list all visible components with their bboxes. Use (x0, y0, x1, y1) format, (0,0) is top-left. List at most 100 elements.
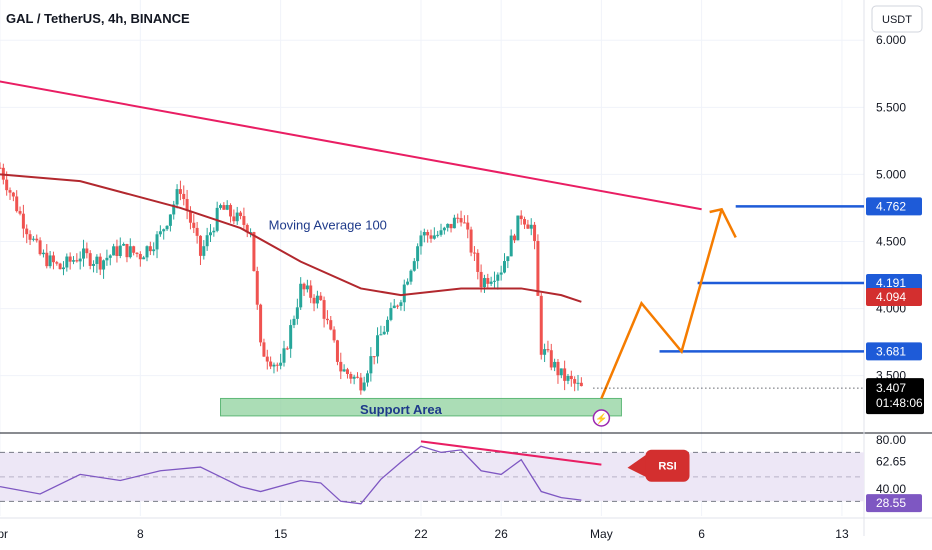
candle-body (85, 248, 89, 254)
candle-body (509, 235, 513, 257)
candle-body (406, 281, 410, 285)
candle-body (18, 211, 22, 214)
rsi-trendline (420, 440, 602, 466)
candle-body (65, 256, 69, 268)
rsi-callout-label: RSI (658, 461, 676, 473)
candle-body (225, 205, 229, 210)
candle-body (35, 238, 39, 241)
candle-body (145, 246, 149, 258)
candle-body (529, 224, 533, 229)
candle-body (523, 219, 527, 225)
rsi-lower-badge (866, 494, 922, 513)
candle-body (128, 246, 132, 258)
target-badge (866, 273, 922, 292)
candle-body (476, 252, 480, 272)
candle-body (569, 375, 573, 380)
candle-body (459, 218, 463, 223)
candle-body (519, 215, 523, 220)
candle-body (369, 356, 373, 374)
candle-body (416, 246, 420, 262)
candle-body (489, 281, 493, 284)
rsi-upper-text: 62.65 (876, 454, 906, 468)
candle-body (362, 382, 366, 391)
candle-body (516, 215, 520, 241)
candle-body (208, 232, 212, 236)
candle-body (279, 362, 283, 366)
candle-body (579, 382, 583, 387)
candle-body (75, 260, 79, 262)
resistance-trendline (0, 80, 702, 211)
candle-body (329, 320, 333, 330)
candle-body (158, 231, 162, 235)
candle-body (232, 216, 236, 222)
candle-body (553, 361, 557, 368)
candle-body (446, 223, 450, 228)
rsi-callout-pointer (627, 453, 648, 478)
grid-lines (0, 0, 932, 536)
lightning-icon (592, 409, 611, 427)
rsi-upper-badge (866, 452, 922, 471)
candle-body (452, 217, 456, 229)
candle-body (412, 261, 416, 271)
currency-button[interactable] (871, 5, 923, 33)
candle-body (382, 331, 386, 335)
price-tick-label: 5.500 (876, 100, 906, 114)
candle-body (105, 257, 109, 261)
candle-body (95, 256, 99, 264)
time-tick-label: 8 (137, 527, 144, 541)
candle-body (235, 212, 239, 222)
candle-body (272, 364, 276, 367)
candle-body (566, 375, 570, 381)
candle-body (325, 318, 329, 321)
candle-body (315, 295, 319, 304)
candle-body (275, 364, 279, 366)
candle-body (359, 377, 363, 391)
support-area (220, 397, 622, 417)
candle-body (322, 300, 326, 319)
candle-body (25, 228, 29, 235)
candle-body (229, 205, 233, 217)
candle-body (312, 297, 316, 304)
candle-body (309, 285, 313, 298)
rsi-lower-text: 28.55 (876, 496, 906, 510)
candle-body (349, 374, 353, 379)
candle-body (45, 252, 49, 267)
candle-body (242, 216, 246, 225)
candle-body (436, 234, 440, 236)
candle-body (439, 230, 443, 235)
candle-body (58, 263, 62, 270)
candle-body (295, 307, 299, 319)
candle-body (135, 252, 139, 254)
candle-body (98, 256, 102, 270)
candle-body (265, 356, 269, 362)
candle-body (198, 235, 202, 256)
candle-body (245, 224, 249, 233)
candle-body (5, 179, 9, 191)
candle-body (352, 376, 356, 379)
candle-body (302, 283, 306, 290)
candle-body (506, 256, 510, 262)
candle-body (486, 278, 490, 284)
time-tick-label: 26 (494, 527, 508, 541)
countdown-text: 01:48:06 (876, 396, 923, 410)
candle-body (195, 227, 199, 236)
candle-body (38, 240, 42, 255)
candle-body (72, 260, 76, 262)
candle-body (102, 260, 106, 270)
candle-body (21, 213, 25, 229)
candle-body (82, 248, 86, 259)
candle-body (188, 210, 192, 223)
support-area-label: Support Area (360, 402, 443, 417)
candle-body (549, 350, 553, 368)
candle-body (392, 305, 396, 309)
candle-body (426, 232, 430, 236)
candle-body (563, 368, 567, 381)
candle-body (125, 243, 129, 258)
candle-body (479, 271, 483, 288)
candle-body (449, 223, 453, 229)
candle-body (402, 284, 406, 303)
candle-body (255, 271, 259, 305)
candle-body (319, 295, 323, 301)
